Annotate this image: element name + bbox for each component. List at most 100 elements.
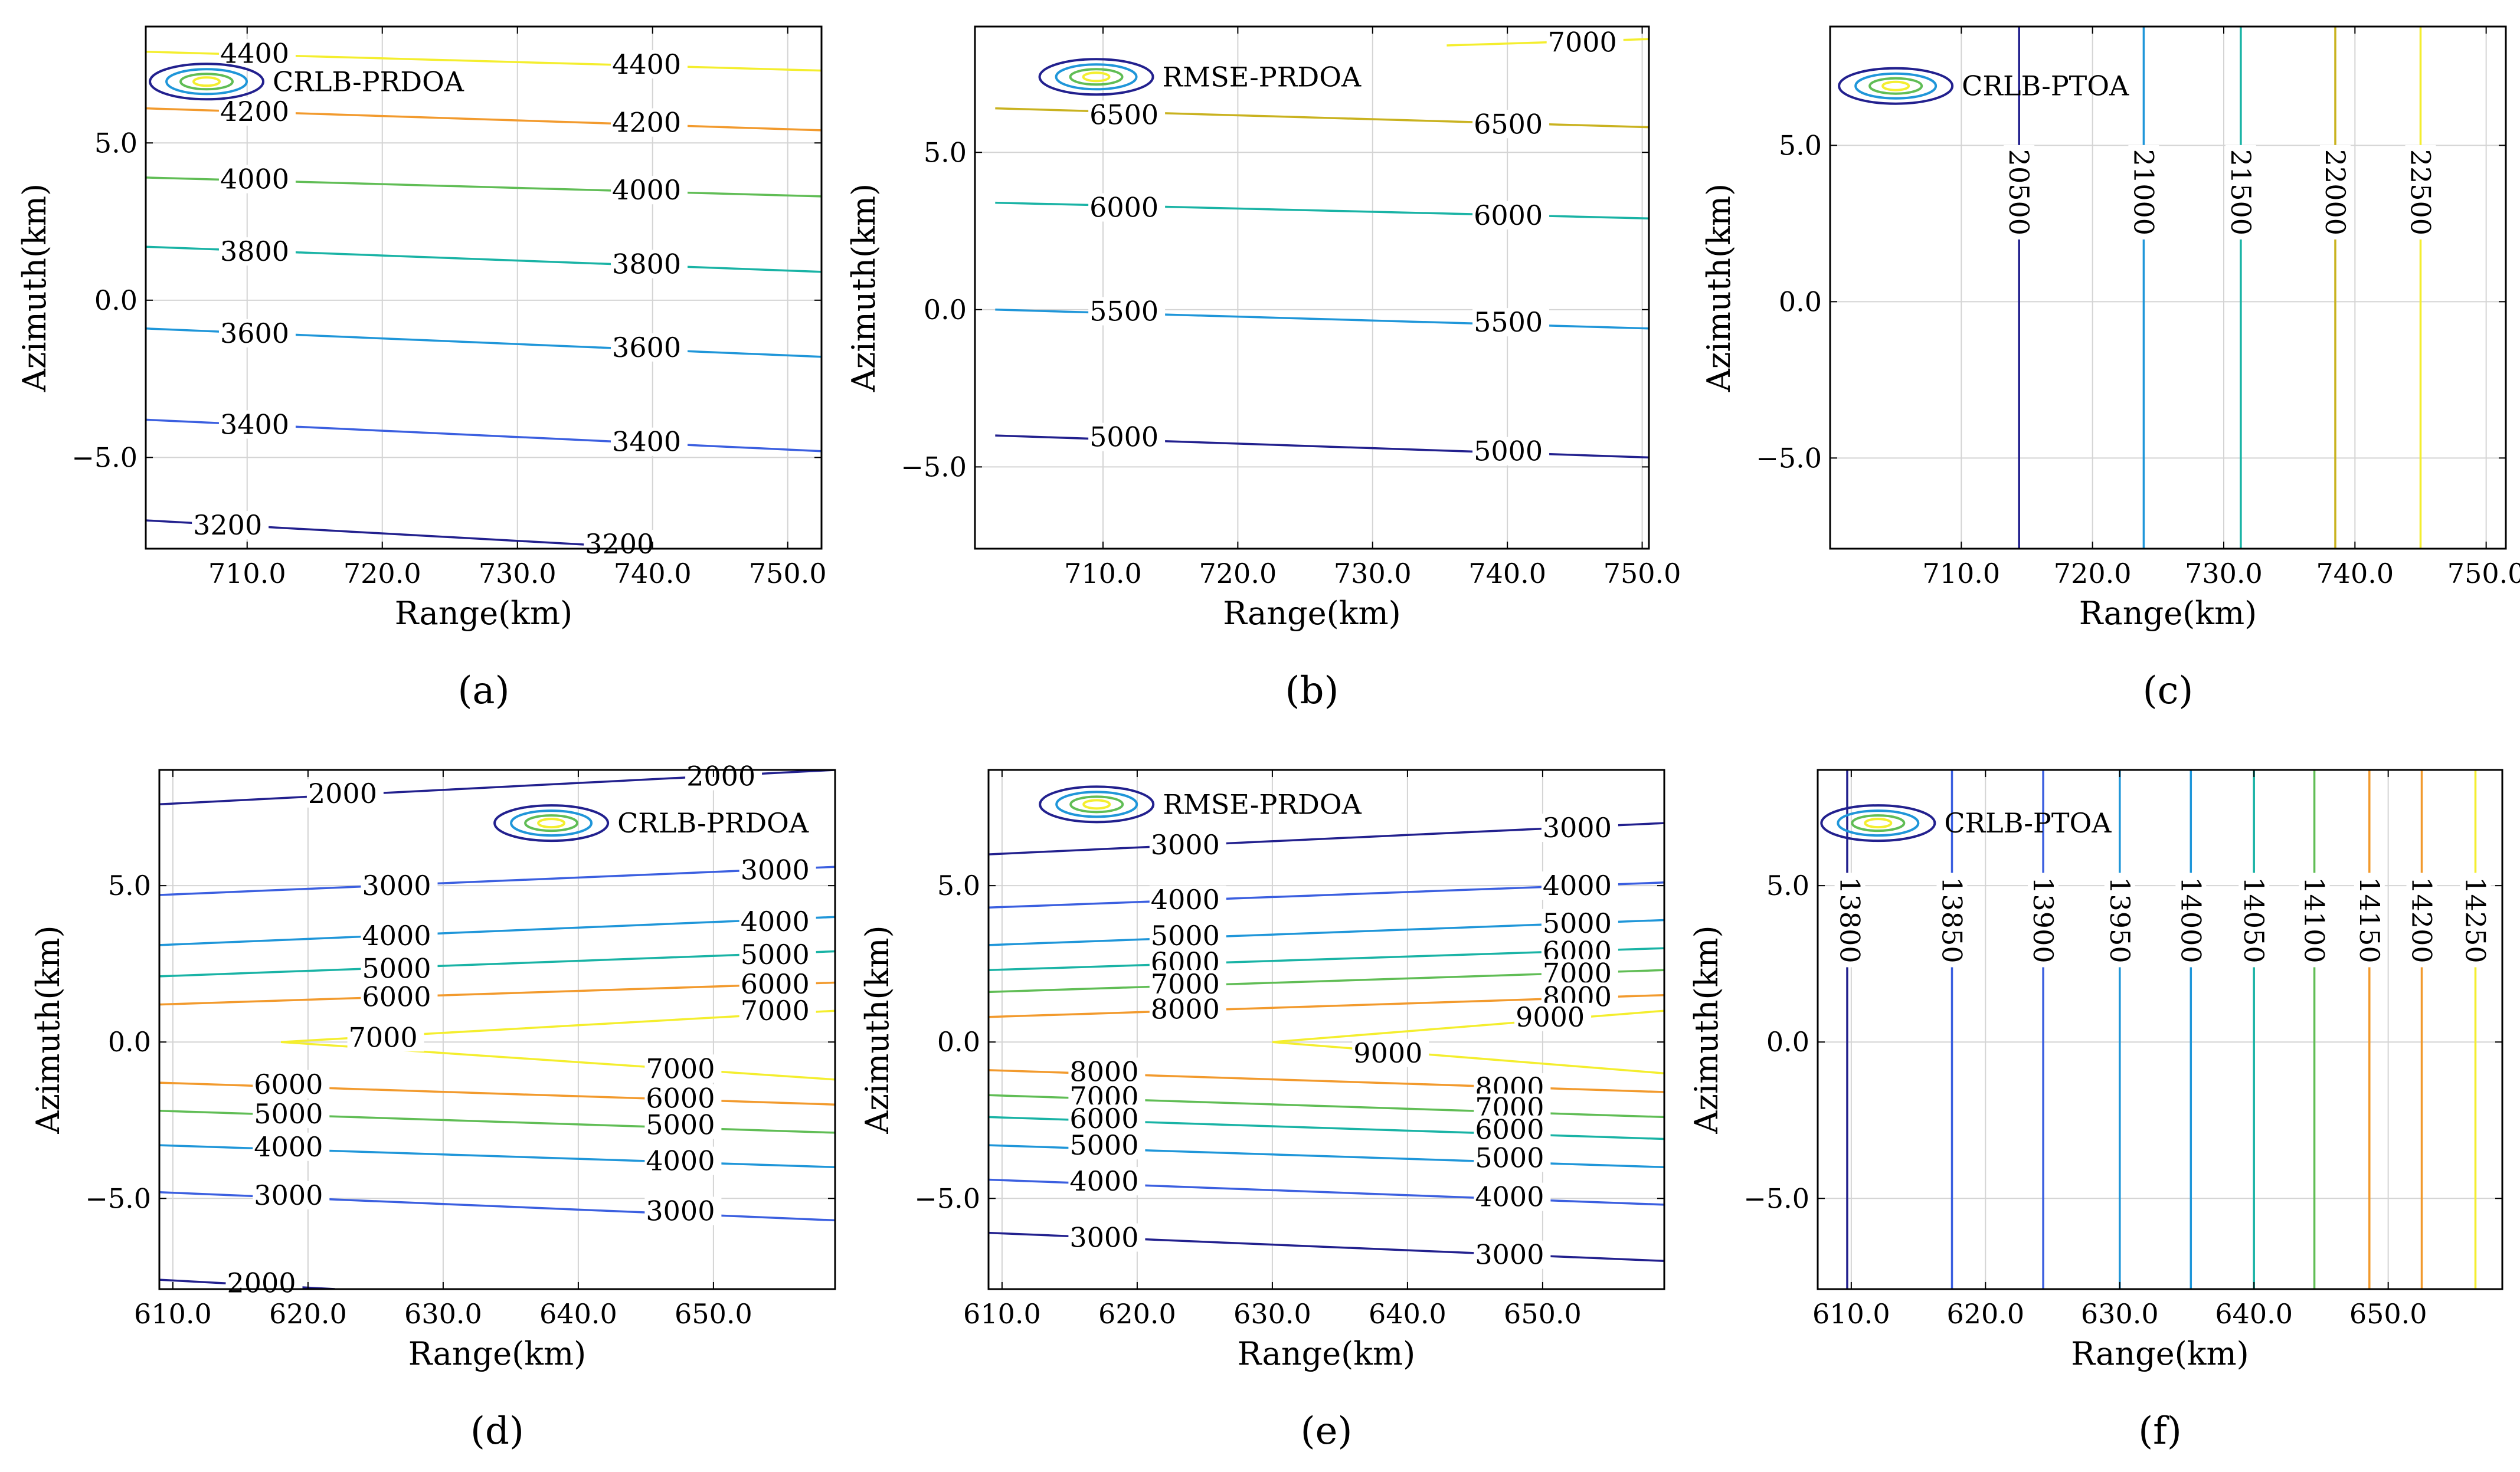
contour-line-3000	[159, 866, 835, 896]
label-mask	[1068, 1057, 1146, 1086]
contour-lines	[2018, 27, 2422, 549]
ticks: 710.0 720.0 730.0 740.0 750.0 5.0 0.0 −5.0	[71, 27, 827, 589]
contour-label: 8000	[1149, 994, 1226, 1025]
contour-label: 4000	[1068, 1165, 1146, 1197]
contour-label-text: 4000	[1151, 884, 1220, 916]
y-tick-label: 5.0	[1779, 129, 1822, 161]
label-mask	[685, 762, 762, 791]
contour-label-text: 6500	[1474, 108, 1543, 140]
label-mask	[1068, 1104, 1146, 1133]
contour-label: 6000	[1472, 199, 1550, 231]
x-tick-label: 610.0	[134, 1298, 212, 1330]
panel-c: 20500 21000 21500 22000 22500 710.0 720.0 730.0…	[1700, 25, 2520, 713]
contour-labels: 20500 21000 21500 22000 22500	[2003, 145, 2436, 240]
label-mask	[218, 165, 296, 194]
contour-label: 14150	[2354, 873, 2385, 968]
contour-label-text: 4000	[741, 906, 810, 937]
contour-label-text: 3000	[646, 1195, 715, 1227]
contour-label: 22500	[2404, 145, 2436, 240]
y-axis-label: Azimuth(km)	[30, 925, 67, 1134]
label-mask	[739, 855, 816, 884]
label-mask	[1088, 100, 1166, 129]
label-mask	[1541, 814, 1618, 842]
label-mask	[739, 996, 816, 1025]
contour-label-text: 4000	[612, 174, 681, 206]
contour-label-text: 13800	[1834, 877, 1866, 963]
legend-ellipse-ring	[524, 814, 579, 832]
contour-label-text: 5000	[1151, 920, 1220, 952]
contour-label-text: 14200	[2406, 877, 2438, 963]
legend: CRLB-PRDOA	[493, 804, 809, 842]
contour-label-text: 4000	[362, 920, 431, 952]
contour-label: 21000	[2128, 145, 2159, 240]
label-mask	[1546, 28, 1624, 57]
contour-label-text: 4000	[220, 163, 289, 195]
contour-label-text: 3600	[220, 317, 289, 349]
x-tick-label: 730.0	[479, 558, 557, 589]
contour-label: 5000	[644, 1109, 722, 1141]
contour-label: 14250	[2460, 873, 2492, 968]
y-axis-label: Azimuth(km)	[16, 183, 53, 392]
label-mask	[2004, 145, 2035, 240]
contour-labels: 7000 6500 6500 6000 6000 5500 5500 5000 5000	[1088, 27, 1624, 467]
ticks: 710.0 720.0 730.0 740.0 750.0 5.0 0.0 −5.0	[901, 27, 1681, 589]
contour-label-text: 3000	[1475, 1239, 1544, 1271]
panel-label: (d)	[470, 1409, 524, 1453]
panel-label: (e)	[1301, 1409, 1353, 1453]
label-mask	[1088, 297, 1166, 326]
legend-ellipse-icon	[1039, 785, 1155, 824]
legend-ellipse-ring	[1820, 804, 1936, 842]
label-mask	[253, 1132, 330, 1161]
contour-label-text: 5500	[1089, 295, 1158, 327]
x-tick-label: 630.0	[1233, 1298, 1311, 1330]
contour-label: 3000	[739, 854, 816, 886]
y-axis-label: Azimuth(km)	[845, 183, 882, 392]
x-axis-label: Range(km)	[1238, 1335, 1415, 1372]
contour-label: 3400	[218, 408, 296, 440]
contour-label: 5000	[1149, 920, 1226, 952]
contour-label-text: 5000	[741, 939, 810, 971]
contour-label: 5000	[1088, 421, 1166, 453]
x-tick-label: 620.0	[1098, 1298, 1176, 1330]
contour-label: 3000	[1474, 1239, 1551, 1271]
contour-label-text: 5000	[362, 953, 431, 985]
label-mask	[361, 954, 438, 983]
grid	[989, 770, 1664, 1289]
label-mask	[584, 530, 661, 559]
contour-label-text: 3000	[1151, 829, 1220, 861]
grid	[1818, 770, 2502, 1289]
label-mask	[1149, 921, 1226, 950]
contour-label-text: 3200	[585, 528, 654, 560]
label-mask	[2460, 873, 2491, 968]
label-mask	[1068, 1223, 1146, 1252]
label-mask	[2319, 145, 2351, 240]
contour-label: 13950	[2104, 873, 2136, 968]
contour-label: 5000	[253, 1098, 330, 1130]
contour-label: 6000	[1474, 1114, 1551, 1146]
contour-label: 8000	[1068, 1056, 1146, 1088]
legend-ellipse-icon	[1038, 58, 1154, 96]
x-tick-label: 650.0	[2349, 1298, 2427, 1330]
contour-label: 5000	[1541, 907, 1618, 939]
x-tick-label: 610.0	[1812, 1298, 1890, 1330]
label-mask	[2104, 873, 2135, 968]
contour-label: 6000	[739, 968, 816, 1000]
y-tick-label: 0.0	[1766, 1026, 1809, 1058]
label-mask	[218, 39, 296, 68]
y-axis-label: Azimuth(km)	[859, 925, 896, 1134]
plot-frame	[1829, 25, 2507, 550]
contour-label-text: 5000	[1475, 1142, 1544, 1173]
x-tick-label: 740.0	[2316, 558, 2394, 589]
x-tick-label: 640.0	[539, 1298, 617, 1330]
label-mask	[1541, 909, 1618, 937]
contour-label: 4000	[1541, 870, 1618, 901]
label-mask	[2354, 873, 2385, 968]
label-mask	[2225, 145, 2256, 240]
contour-label-text: 13950	[2104, 877, 2136, 963]
label-mask	[253, 1070, 330, 1099]
contour-label-text: 14250	[2460, 877, 2492, 963]
contour-label-text: 9000	[1516, 1001, 1585, 1033]
contour-label: 13850	[1936, 873, 1968, 968]
